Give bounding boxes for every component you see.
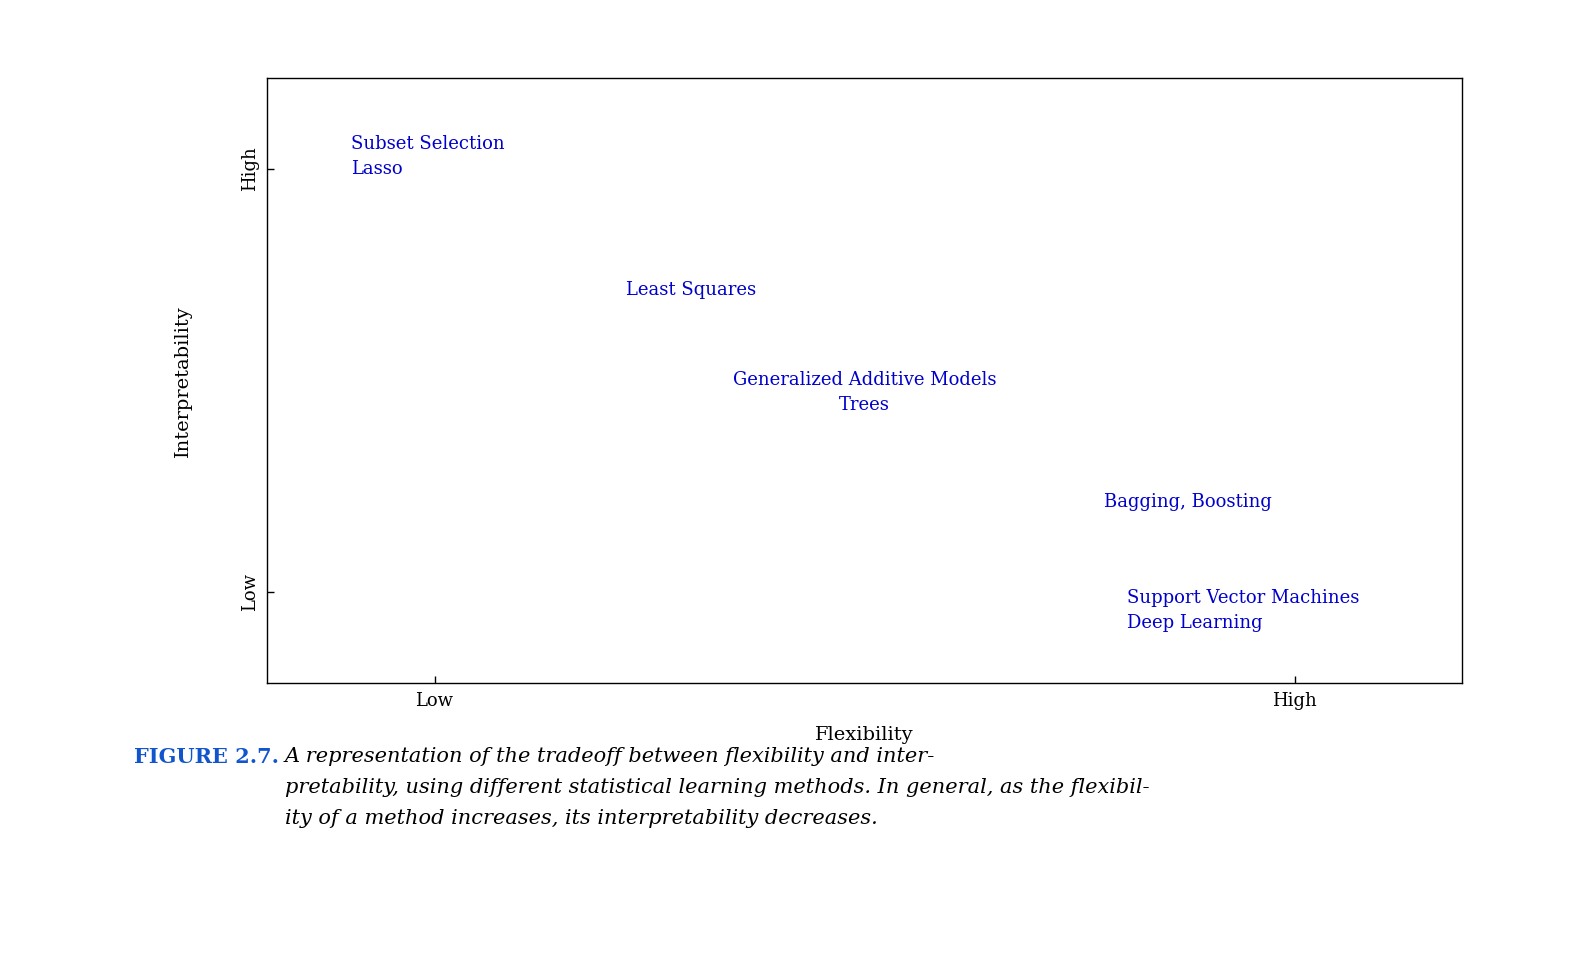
Text: Least Squares: Least Squares (626, 281, 756, 299)
X-axis label: Flexibility: Flexibility (816, 726, 913, 744)
Text: FIGURE 2.7.: FIGURE 2.7. (134, 747, 278, 766)
Text: A representation of the tradeoff between flexibility and inter-
pretability, usi: A representation of the tradeoff between… (285, 747, 1149, 828)
Text: Support Vector Machines
Deep Learning: Support Vector Machines Deep Learning (1127, 590, 1360, 632)
Text: Generalized Additive Models
Trees: Generalized Additive Models Trees (733, 371, 997, 414)
Y-axis label: Interpretability: Interpretability (174, 305, 192, 457)
Text: Bagging, Boosting: Bagging, Boosting (1104, 493, 1272, 510)
Text: Subset Selection
Lasso: Subset Selection Lasso (351, 136, 505, 179)
